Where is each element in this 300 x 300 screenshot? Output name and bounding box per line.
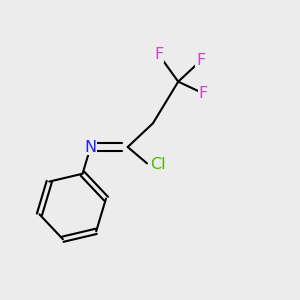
Text: F: F <box>199 86 208 101</box>
Text: F: F <box>154 47 164 62</box>
Text: F: F <box>196 53 205 68</box>
Text: N: N <box>85 140 97 154</box>
Text: Cl: Cl <box>151 158 166 172</box>
